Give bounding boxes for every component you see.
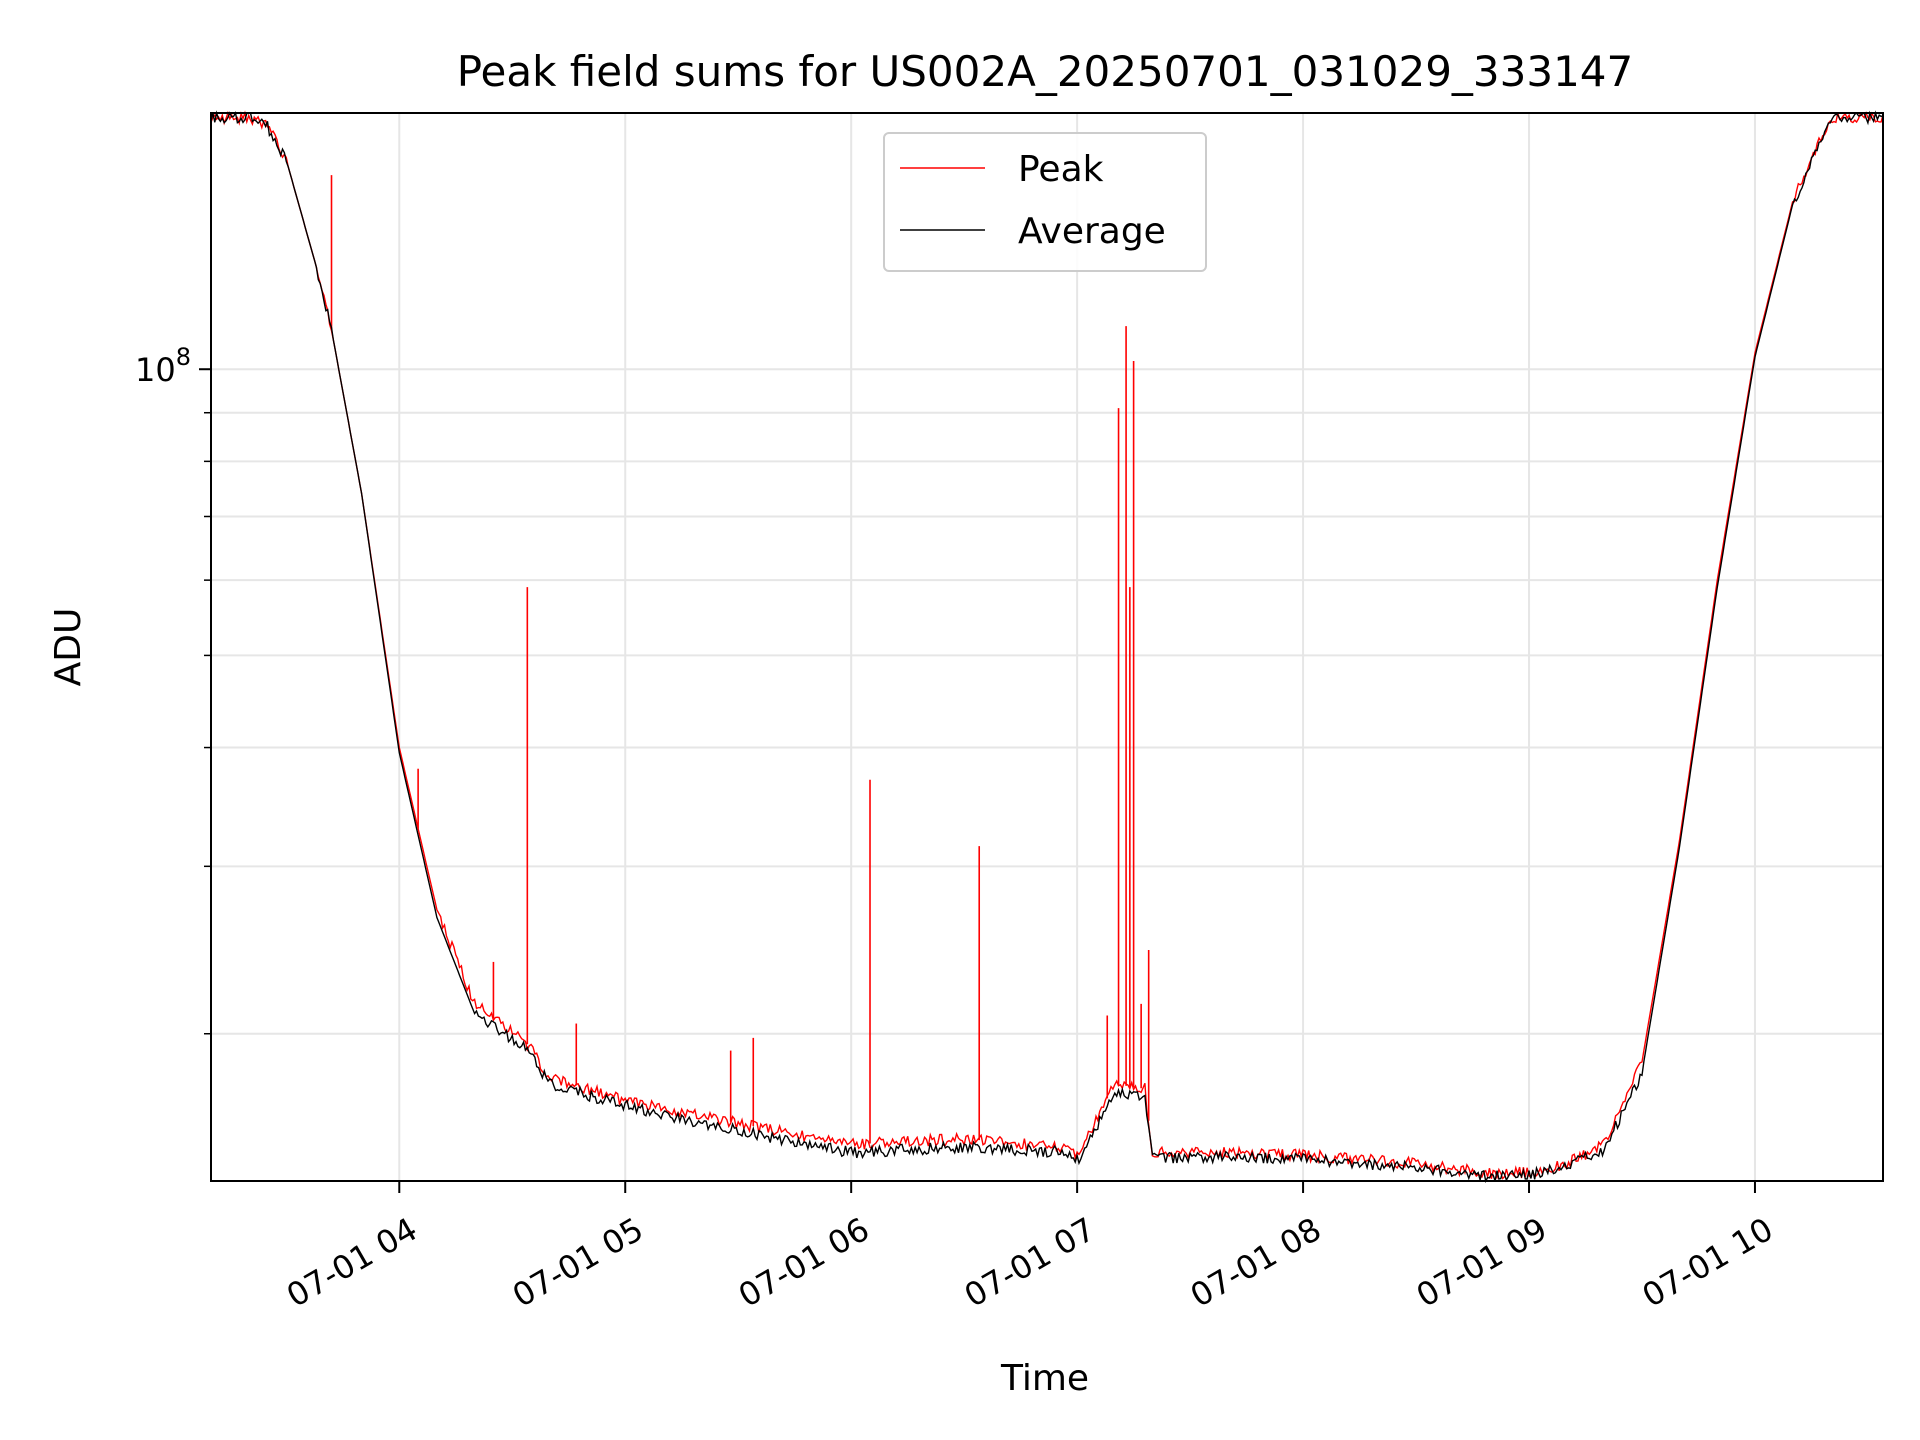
y-axis-label: ADU [48, 608, 89, 687]
grid-lines [211, 113, 1883, 1181]
legend: Peak Average [883, 132, 1207, 272]
series-line-peak [210, 110, 1884, 1180]
plot-frame [210, 112, 1884, 1182]
series-line-average [210, 110, 1884, 1184]
legend-label-average: Average [1018, 211, 1166, 252]
legend-label-peak: Peak [1018, 149, 1104, 190]
chart-title: Peak field sums for US002A_20250701_0310… [457, 47, 1634, 96]
series-lines [210, 110, 1884, 1184]
y-tick-label: 108 [135, 343, 191, 389]
x-axis-label: Time [1000, 1358, 1089, 1399]
